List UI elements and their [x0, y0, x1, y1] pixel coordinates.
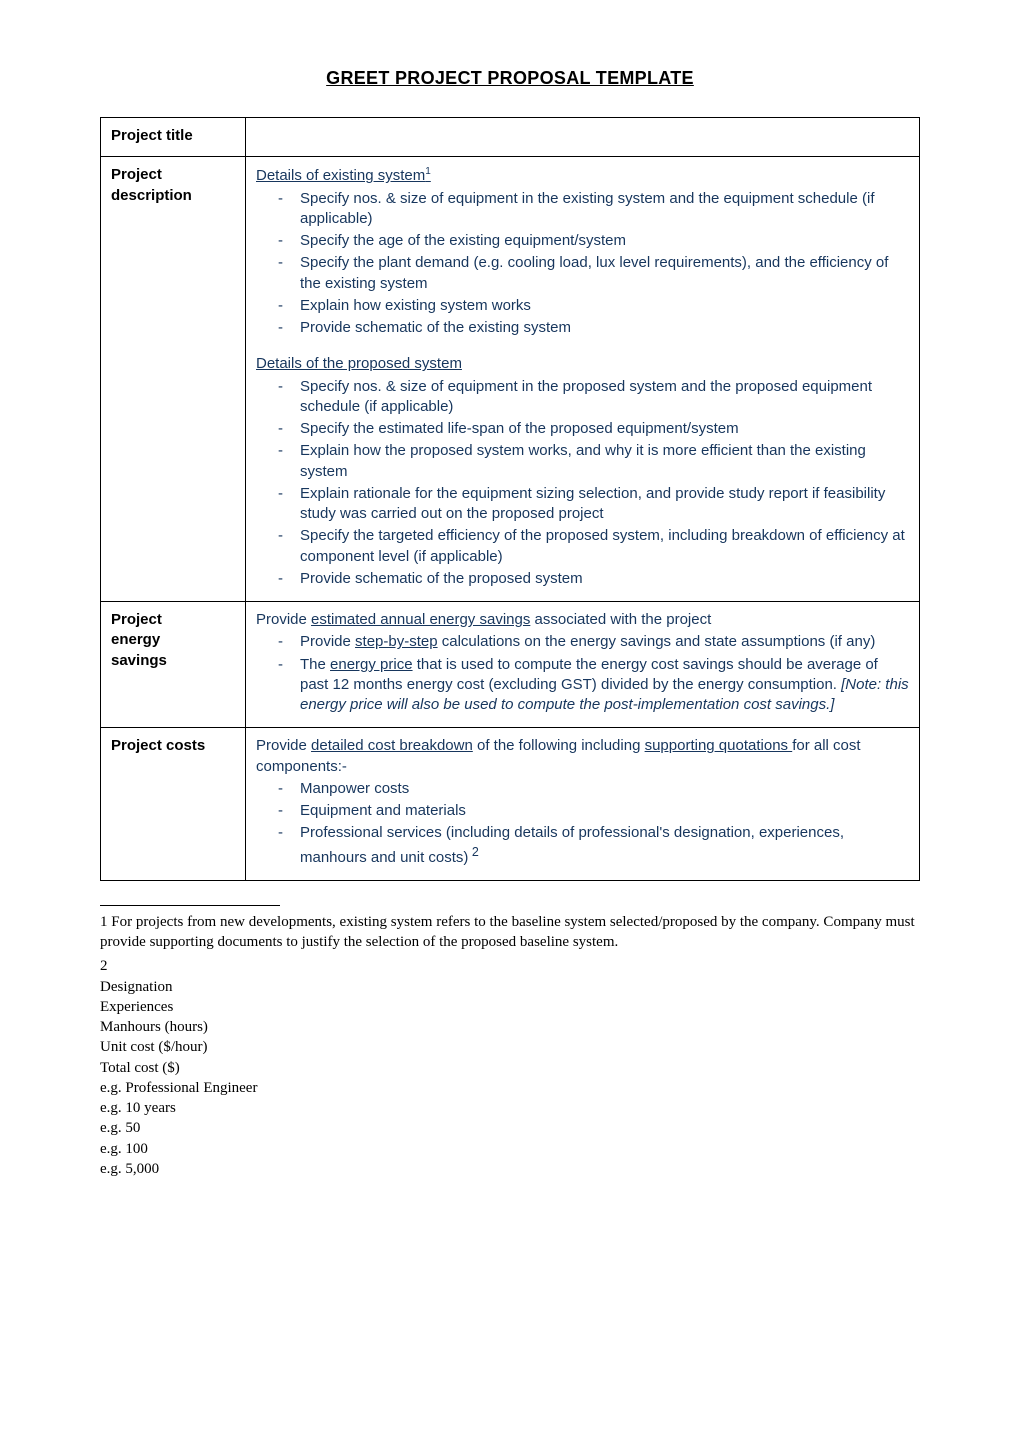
footnote-line: Designation: [100, 977, 920, 997]
label-project-title: Project title: [101, 118, 246, 157]
footnote-1: 1 For projects from new developments, ex…: [100, 912, 920, 953]
text-span: associated with the project: [530, 611, 711, 628]
text-span-underline: supporting quotations: [645, 737, 793, 754]
list-item: Specify the age of the existing equipmen…: [300, 231, 909, 251]
footnote-separator: [100, 905, 280, 906]
footnote-line: Manhours (hours): [100, 1017, 920, 1037]
list-item: Specify the targeted efficiency of the p…: [300, 526, 909, 567]
text-span-underline: detailed cost breakdown: [311, 737, 473, 754]
row-project-costs: Project costs Provide detailed cost brea…: [101, 728, 920, 881]
text-span: The: [300, 656, 330, 673]
proposed-system-list: Specify nos. & size of equipment in the …: [256, 377, 909, 590]
text-span-underline: energy price: [330, 656, 413, 673]
list-item: Explain how existing system works: [300, 296, 909, 316]
footnote-line: e.g. 10 years: [100, 1098, 920, 1118]
list-item: Equipment and materials: [300, 801, 909, 821]
text-span-underline: step-by-step: [355, 633, 438, 650]
list-item: Specify nos. & size of equipment in the …: [300, 189, 909, 230]
value-project-costs: Provide detailed cost breakdown of the f…: [246, 728, 920, 881]
project-costs-list: Manpower costs Equipment and materials P…: [256, 779, 909, 868]
section-proposed-heading: Details of the proposed system: [256, 354, 909, 374]
existing-system-list: Specify nos. & size of equipment in the …: [256, 189, 909, 339]
page-title: GREET PROJECT PROPOSAL TEMPLATE: [100, 68, 920, 89]
footnote-ref-2: 2: [468, 845, 478, 859]
footnote-2-list: Designation Experiences Manhours (hours)…: [100, 977, 920, 1180]
footnote-line: e.g. 50: [100, 1118, 920, 1138]
label-energy-savings: Projectenergysavings: [101, 602, 246, 728]
energy-savings-list: Provide step-by-step calculations on the…: [256, 632, 909, 715]
list-item: Professional services (including details…: [300, 823, 909, 868]
list-item: Specify the estimated life-span of the p…: [300, 419, 909, 439]
value-project-title: [246, 118, 920, 157]
footnote-line: Unit cost ($/hour): [100, 1037, 920, 1057]
footnote-number: 1: [100, 914, 108, 930]
text-span: Professional services (including details…: [300, 824, 844, 865]
footnote-2-number: 2: [100, 956, 920, 976]
project-costs-intro: Provide detailed cost breakdown of the f…: [256, 736, 909, 777]
list-item: Explain rationale for the equipment sizi…: [300, 484, 909, 525]
text-span: Provide: [300, 633, 355, 650]
section-existing-heading-text: Details of existing system: [256, 167, 425, 184]
energy-savings-intro: Provide estimated annual energy savings …: [256, 610, 909, 630]
row-project-title: Project title: [101, 118, 920, 157]
list-item: Specify the plant demand (e.g. cooling l…: [300, 253, 909, 294]
text-span: Provide: [256, 737, 311, 754]
text-span: of the following including: [473, 737, 645, 754]
footnote-line: Total cost ($): [100, 1058, 920, 1078]
list-item: Provide schematic of the existing system: [300, 318, 909, 338]
footnote-line: e.g. 100: [100, 1139, 920, 1159]
list-item: Provide step-by-step calculations on the…: [300, 632, 909, 652]
section-existing-heading: Details of existing system1: [256, 165, 909, 186]
row-project-description: Projectdescription Details of existing s…: [101, 157, 920, 602]
list-item: Manpower costs: [300, 779, 909, 799]
footnote-text: For projects from new developments, exis…: [100, 914, 915, 950]
footnote-ref-1: 1: [425, 166, 431, 177]
list-item: The energy price that is used to compute…: [300, 655, 909, 716]
footnote-line: e.g. Professional Engineer: [100, 1078, 920, 1098]
list-item: Specify nos. & size of equipment in the …: [300, 377, 909, 418]
text-span-underline: estimated annual energy savings: [311, 611, 530, 628]
footnote-line: Experiences: [100, 997, 920, 1017]
value-energy-savings: Provide estimated annual energy savings …: [246, 602, 920, 728]
label-project-costs: Project costs: [101, 728, 246, 881]
text-span: calculations on the energy savings and s…: [438, 633, 876, 650]
proposal-table: Project title Projectdescription Details…: [100, 117, 920, 881]
footnotes-block: 1 For projects from new developments, ex…: [100, 912, 920, 1179]
footnote-line: e.g. 5,000: [100, 1159, 920, 1179]
list-item: Explain how the proposed system works, a…: [300, 441, 909, 482]
label-project-description: Projectdescription: [101, 157, 246, 602]
value-project-description: Details of existing system1 Specify nos.…: [246, 157, 920, 602]
row-energy-savings: Projectenergysavings Provide estimated a…: [101, 602, 920, 728]
text-span: Provide: [256, 611, 311, 628]
list-item: Provide schematic of the proposed system: [300, 569, 909, 589]
